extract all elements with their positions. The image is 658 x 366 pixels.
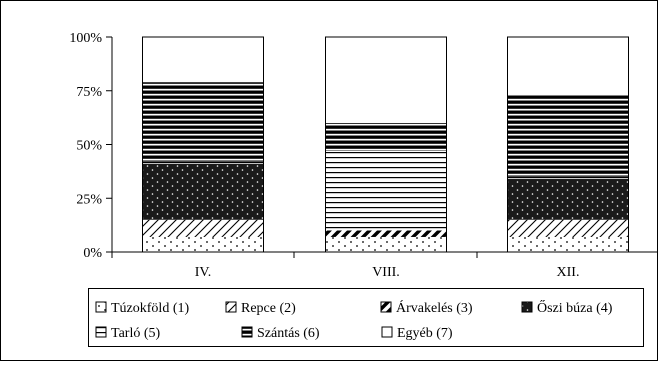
y-axis: 0% 25% 50% 75% 100%: [69, 31, 113, 261]
legend-item: Tarló (5): [95, 326, 161, 341]
legend-label: Szántás (6): [257, 326, 320, 341]
legend-swatch: [95, 326, 107, 338]
bar-segment: [142, 161, 264, 164]
legend: Túzokföld (1) Repce (2) Árvakelés (3) Őszi …: [88, 288, 644, 347]
y-tick-label: 75%: [76, 85, 102, 100]
legend-swatch: [521, 301, 533, 313]
legend-item: Őszi búza (4): [521, 299, 613, 316]
legend-item: Túzokföld (1): [95, 301, 189, 316]
legend-item: Repce (2): [225, 301, 296, 316]
y-tick-label: 0%: [83, 246, 102, 261]
legend-box: [88, 288, 644, 347]
bar-stack: [142, 36, 264, 253]
legend-swatch: [225, 301, 237, 313]
bar-segment: [142, 163, 264, 220]
bar-segment: [507, 236, 629, 252]
legend-swatch: [380, 301, 392, 313]
legend-label: Árvakelés (3): [396, 299, 473, 316]
legend-label: Repce (2): [241, 301, 296, 316]
legend-swatch: [95, 301, 107, 313]
legend-label: Tarló (5): [111, 326, 161, 341]
bar-segment: [507, 37, 629, 96]
bar-segment: [325, 123, 447, 151]
x-category-label: XII.: [557, 265, 580, 280]
y-tick-label: 25%: [76, 192, 102, 207]
bar-segment: [507, 176, 629, 179]
bar-segment: [325, 230, 447, 237]
bar-segment: [142, 236, 264, 252]
bar-stack: [325, 36, 447, 253]
legend-item: Egyéb (7): [381, 326, 453, 341]
bar-segment: [142, 82, 264, 162]
bar-segment: [325, 236, 447, 252]
legend-label: Egyéb (7): [397, 326, 453, 341]
bar-segment: [325, 150, 447, 231]
bar-segment: [325, 37, 447, 123]
x-category-label: IV.: [195, 265, 211, 280]
bar-stack: [507, 36, 629, 253]
bar-segment: [142, 219, 264, 237]
bar-segment: [507, 219, 629, 237]
x-category-label: VIII.: [372, 265, 400, 280]
y-tick-label: 100%: [69, 31, 102, 46]
bar-segment: [142, 37, 264, 83]
legend-item: Szántás (6): [241, 326, 320, 341]
y-tick-label: 50%: [76, 139, 102, 154]
legend-label: Őszi búza (4): [537, 299, 613, 316]
legend-swatch: [241, 326, 253, 338]
legend-item: Árvakelés (3): [380, 299, 473, 316]
x-axis: IV. VIII. XII.: [111, 251, 658, 280]
legend-swatch: [381, 326, 393, 338]
bar-segment: [507, 95, 629, 177]
bar-segment: [507, 178, 629, 220]
legend-label: Túzokföld (1): [111, 301, 189, 316]
bars: [142, 36, 629, 253]
